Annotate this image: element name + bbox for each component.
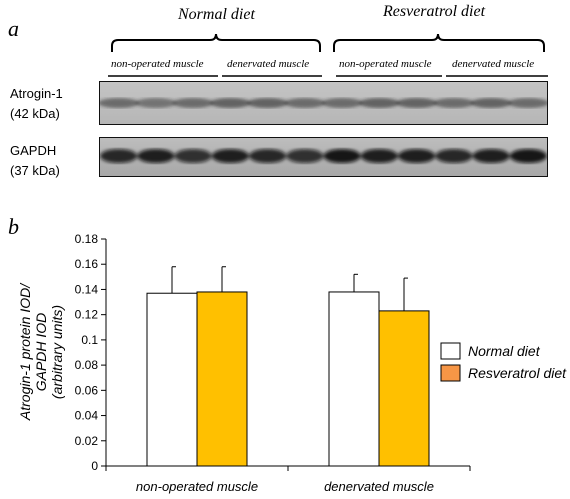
bar-resveratrol-diet xyxy=(196,291,248,467)
atrogin-band xyxy=(284,98,326,108)
atrogin-band xyxy=(470,98,512,108)
bar-resveratrol-diet xyxy=(378,310,430,467)
gapdh-band xyxy=(398,149,436,163)
subgroup-label-4: denervated muscle xyxy=(452,58,535,70)
gapdh-band xyxy=(435,149,473,163)
subgroup-label-2: denervated muscle xyxy=(227,58,310,70)
atrogin-band xyxy=(321,98,363,108)
legend-swatch xyxy=(440,364,461,382)
gapdh-band xyxy=(249,149,287,163)
atrogin-band xyxy=(433,98,475,108)
y-axis-title-line: (arbitrary units) xyxy=(49,305,65,399)
legend-label: Normal diet xyxy=(468,343,541,359)
atrogin-band xyxy=(172,98,214,108)
atrogin-band xyxy=(100,98,140,108)
legend-label: Resveratrol diet xyxy=(468,365,567,381)
gapdh-band xyxy=(509,149,547,163)
group-braces xyxy=(108,33,548,77)
chart-x-labels: non-operated muscle denervated muscle xyxy=(136,479,434,494)
gapdh-band xyxy=(323,149,361,163)
group-label-resveratrol-diet: Resveratrol diet xyxy=(383,3,486,20)
gapdh-band xyxy=(211,149,249,163)
chart-ticks: 0 0.02 0.04 0.06 0.08 0.1 0.12 0.14 0.16 0.18 xyxy=(75,232,106,473)
y-tick-label: 0.18 xyxy=(75,232,99,246)
bar-normal-diet xyxy=(146,292,198,467)
subgroup-label-3: non-operated muscle xyxy=(339,58,432,70)
subgroup-label-1: non-operated muscle xyxy=(111,58,204,70)
brace-resveratrol-diet xyxy=(333,33,545,52)
y-tick-label: 0 xyxy=(91,459,98,473)
atrogin-band xyxy=(135,98,177,108)
gapdh-size: (37 kDa) xyxy=(10,163,60,178)
atrogin-name: Atrogin-1 xyxy=(10,86,63,101)
gapdh-band xyxy=(100,149,138,163)
brace-normal-diet xyxy=(111,33,321,52)
panel-b-letter: b xyxy=(8,214,19,239)
gapdh-name: GAPDH xyxy=(10,143,57,158)
x-category-label: denervated muscle xyxy=(324,479,434,494)
atrogin-band xyxy=(358,98,400,108)
bar-normal-diet xyxy=(328,291,380,467)
group-label-normal-diet: Normal diet xyxy=(178,6,255,23)
atrogin-band xyxy=(396,98,438,108)
chart-legend: Normal diet Resveratrol diet xyxy=(440,342,567,382)
atrogin-size: (42 kDa) xyxy=(10,106,60,121)
panel-a-letter: a xyxy=(8,16,19,41)
y-tick-label: 0.08 xyxy=(75,358,99,372)
gapdh-blot xyxy=(99,137,548,177)
y-tick-label: 0.06 xyxy=(75,383,99,397)
gapdh-band xyxy=(472,149,510,163)
atrogin-band xyxy=(209,98,251,108)
gapdh-band xyxy=(137,149,175,163)
y-tick-label: 0.1 xyxy=(81,333,98,347)
y-tick-label: 0.14 xyxy=(75,282,99,296)
gapdh-band xyxy=(360,149,398,163)
y-tick-label: 0.02 xyxy=(75,434,99,448)
chart-error-bars xyxy=(171,266,408,311)
gapdh-band xyxy=(174,149,212,163)
y-axis-title-line: GAPDH IOD xyxy=(33,313,49,392)
y-tick-label: 0.04 xyxy=(75,409,99,423)
legend-swatch xyxy=(440,342,461,360)
atrogin-label: Atrogin-1 (42 kDa) xyxy=(10,84,63,124)
y-axis-title-line: Atrogin-1 protein IOD/ xyxy=(17,282,33,421)
y-axis-title: Atrogin-1 protein IOD/GAPDH IOD (arbitrar… xyxy=(17,282,65,421)
atrogin-band xyxy=(247,98,289,108)
y-tick-label: 0.16 xyxy=(75,257,99,271)
atrogin-blot xyxy=(99,81,548,125)
gapdh-label: GAPDH (37 kDa) xyxy=(10,141,60,181)
y-tick-label: 0.12 xyxy=(75,308,99,322)
chart-bars xyxy=(146,291,430,467)
gapdh-band xyxy=(286,149,324,163)
x-category-label: non-operated muscle xyxy=(136,479,258,494)
atrogin-band xyxy=(507,98,547,108)
